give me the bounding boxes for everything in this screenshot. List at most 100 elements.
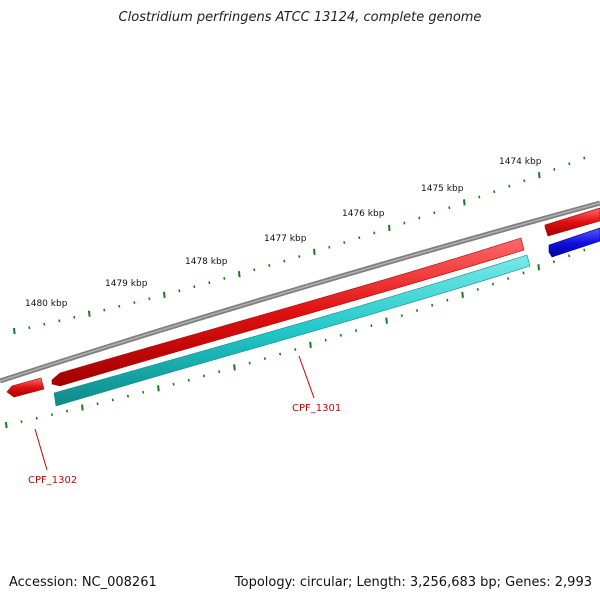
outer-tick-ring (13, 156, 586, 335)
genome-summary-text: Topology: circular; Length: 3,256,683 bp… (234, 575, 592, 590)
forward-gene-right (544, 207, 600, 237)
minor-tick (478, 195, 481, 199)
minor-tick (187, 378, 190, 382)
minor-tick (373, 231, 376, 235)
major-tick (81, 404, 84, 411)
reverse-gene-bar (548, 227, 600, 258)
minor-tick (343, 241, 346, 244)
major-tick (238, 271, 241, 278)
minor-tick (50, 413, 53, 417)
minor-tick (522, 271, 525, 275)
minor-tick (552, 260, 555, 264)
minor-tick (523, 179, 526, 183)
major-tick (388, 224, 391, 232)
minor-tick (583, 248, 586, 252)
minor-tick (294, 348, 297, 351)
minor-tick (448, 206, 451, 210)
minor-tick (178, 289, 181, 293)
minor-tick (20, 420, 23, 424)
minor-tick (491, 282, 495, 286)
minor-tick (583, 156, 586, 160)
minor-tick (66, 409, 69, 413)
minor-tick (118, 304, 121, 308)
minor-tick (446, 298, 449, 302)
kbp-label: 1475 kbp (421, 184, 464, 194)
major-tick (461, 291, 464, 298)
minor-tick (126, 394, 130, 398)
minor-tick (493, 190, 496, 194)
major-tick (233, 364, 236, 371)
leader-line-cpf1301 (298, 355, 315, 399)
forward-gene-cpf1302 (6, 377, 45, 398)
minor-tick (172, 382, 175, 386)
kbp-label: 1477 kbp (264, 234, 307, 244)
cds-cpf1301 (53, 254, 531, 407)
minor-tick (324, 338, 327, 342)
minor-tick (35, 416, 38, 420)
minor-tick (403, 221, 406, 225)
leader-line-cpf1302 (34, 428, 48, 471)
accession-text: Accession: NC_008261 (9, 575, 157, 590)
minor-tick (279, 352, 282, 356)
minor-tick (208, 281, 211, 285)
major-tick (13, 327, 16, 335)
minor-tick (298, 255, 301, 258)
kbp-label: 1474 kbp (499, 157, 542, 167)
gene-label-cpf1301: CPF_1301 (292, 403, 341, 414)
minor-tick (568, 254, 571, 258)
kbp-label: 1476 kbp (342, 209, 385, 219)
major-tick (538, 172, 541, 179)
minor-tick (355, 329, 358, 332)
genome-backbone (0, 200, 600, 384)
minor-tick (508, 184, 511, 188)
minor-tick (568, 162, 571, 166)
minor-tick (358, 236, 361, 240)
kbp-label: 1479 kbp (105, 279, 148, 289)
minor-tick (248, 361, 251, 365)
minor-tick (43, 322, 46, 326)
forward-gene-bar (51, 237, 525, 387)
minor-tick (223, 277, 226, 280)
major-tick (309, 341, 312, 348)
major-tick (463, 199, 466, 206)
major-tick (163, 291, 166, 298)
minor-tick (202, 374, 206, 378)
minor-tick (339, 333, 342, 337)
minor-tick (268, 264, 271, 267)
minor-tick (218, 370, 221, 374)
major-tick (157, 385, 160, 392)
minor-tick (253, 268, 256, 272)
minor-tick (283, 259, 286, 263)
major-tick (5, 421, 8, 429)
minor-tick (58, 319, 61, 323)
major-tick (88, 310, 91, 317)
minor-tick (507, 277, 510, 280)
minor-tick (328, 245, 331, 249)
minor-tick (433, 211, 436, 215)
minor-tick (111, 398, 114, 402)
minor-tick (193, 285, 196, 289)
minor-tick (553, 168, 556, 171)
minor-tick (476, 288, 479, 291)
kbp-labels: 1474 kbp 1475 kbp 1476 kbp 1477 kbp 1478… (25, 157, 542, 309)
minor-tick (400, 314, 403, 318)
map-title: Clostridium perfringens ATCC 13124, comp… (118, 10, 482, 25)
minor-tick (142, 390, 145, 394)
kbp-label: 1480 kbp (25, 299, 68, 309)
minor-tick (370, 324, 373, 328)
minor-tick (431, 303, 434, 307)
major-tick (537, 264, 540, 271)
major-tick (385, 317, 388, 324)
minor-tick (28, 326, 31, 330)
minor-tick (133, 301, 136, 304)
kbp-label: 1478 kbp (185, 257, 228, 267)
major-tick (313, 248, 316, 255)
minor-tick (418, 216, 421, 220)
inner-tick-ring (5, 248, 586, 429)
minor-tick (148, 297, 151, 301)
minor-tick (96, 402, 99, 406)
minor-tick (415, 309, 419, 312)
gene-label-cpf1302: CPF_1302 (28, 475, 77, 486)
minor-tick (103, 308, 106, 312)
